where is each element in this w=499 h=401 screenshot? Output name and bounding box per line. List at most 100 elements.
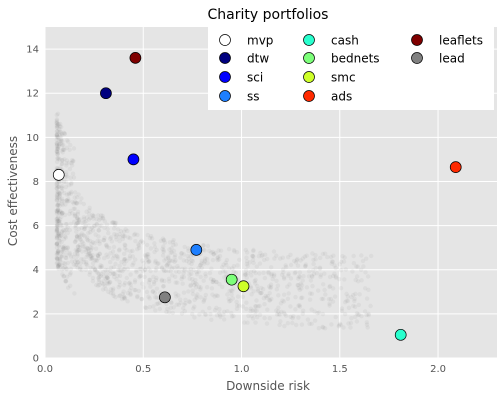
cloud-point: [59, 185, 64, 190]
cloud-point: [245, 320, 250, 325]
cloud-point: [168, 299, 174, 305]
cloud-point: [236, 303, 242, 308]
cloud-point: [57, 133, 63, 138]
cloud-point: [248, 284, 253, 289]
cloud-point: [160, 253, 166, 258]
cloud-point: [54, 216, 59, 221]
cloud-point: [111, 244, 117, 250]
cloud-point: [179, 274, 185, 279]
cloud-point: [281, 299, 287, 304]
cloud-point: [81, 201, 87, 207]
cloud-point: [104, 244, 110, 250]
cloud-point: [298, 281, 303, 286]
cloud-point: [67, 211, 72, 217]
cloud-point: [282, 276, 287, 281]
cloud-point: [364, 256, 369, 261]
cloud-point: [199, 258, 204, 263]
cloud-point: [253, 304, 258, 309]
cloud-point: [138, 273, 143, 278]
cloud-point: [231, 313, 236, 319]
cloud-point: [203, 312, 208, 317]
cloud-point: [275, 283, 281, 288]
cloud-point: [331, 253, 336, 258]
cloud-point: [153, 277, 159, 283]
cloud-point: [68, 283, 73, 288]
cloud-point: [57, 194, 62, 199]
cloud-point: [69, 182, 74, 187]
cloud-point: [205, 256, 210, 262]
cloud-point: [363, 286, 368, 291]
cloud-point: [203, 292, 208, 298]
cloud-point: [80, 220, 85, 225]
cloud-point: [56, 266, 61, 271]
cloud-point: [70, 171, 76, 176]
cloud-point: [186, 246, 191, 251]
cloud-point: [192, 297, 197, 303]
cloud-point: [103, 286, 108, 292]
cloud-point: [201, 243, 206, 248]
cloud-point: [75, 251, 80, 257]
cloud-point: [352, 296, 357, 302]
cloud-point: [128, 292, 133, 297]
cloud-point: [91, 213, 97, 218]
cloud-point: [267, 297, 273, 303]
legend-label-smc: smc: [331, 71, 356, 85]
cloud-point: [348, 325, 353, 330]
cloud-point: [154, 275, 159, 281]
cloud-point: [67, 166, 73, 172]
cloud-point: [316, 326, 321, 331]
cloud-point: [71, 206, 76, 211]
cloud-point: [161, 238, 166, 243]
cloud-point: [60, 247, 66, 252]
cloud-point: [320, 324, 325, 330]
cloud-point: [73, 262, 79, 268]
cloud-point: [209, 286, 215, 291]
cloud-point: [192, 304, 197, 309]
cloud-point: [75, 216, 80, 221]
cloud-point: [333, 265, 338, 271]
legend-marker-cash: [303, 34, 315, 46]
cloud-point: [58, 197, 63, 202]
cloud-point: [58, 121, 63, 127]
cloud-point: [362, 309, 368, 314]
cloud-point: [211, 279, 216, 285]
cloud-point: [54, 227, 60, 232]
cloud-point: [63, 172, 69, 177]
cloud-point: [186, 256, 191, 261]
cloud-point: [106, 289, 111, 295]
cloud-point: [356, 302, 361, 308]
cloud-point: [59, 138, 64, 143]
cloud-point: [352, 298, 357, 304]
cloud-point: [293, 270, 298, 275]
cloud-point: [121, 294, 127, 299]
cloud-point: [234, 299, 239, 305]
cloud-point: [144, 253, 149, 258]
cloud-point: [55, 262, 61, 268]
y-tick-label: 14: [26, 45, 39, 56]
legend-label-cash: cash: [331, 34, 359, 48]
cloud-point: [244, 261, 250, 267]
cloud-point: [67, 250, 72, 256]
cloud-point: [332, 294, 338, 299]
cloud-point: [253, 304, 259, 309]
cloud-point: [230, 288, 235, 294]
cloud-point: [56, 248, 61, 254]
cloud-point: [66, 196, 71, 202]
cloud-point: [140, 258, 145, 263]
cloud-point: [301, 308, 306, 313]
cloud-point: [355, 312, 361, 317]
cloud-point: [288, 262, 294, 268]
cloud-point: [350, 269, 355, 274]
cloud-point: [172, 255, 177, 260]
cloud-point: [199, 261, 204, 266]
cloud-point: [93, 232, 98, 237]
y-tick-label: 4: [33, 265, 39, 276]
cloud-point: [150, 289, 155, 294]
cloud-point: [54, 198, 59, 203]
cloud-point: [97, 241, 102, 246]
cloud-point: [187, 299, 192, 305]
cloud-point: [169, 246, 174, 251]
cloud-point: [182, 266, 188, 271]
cloud-point: [267, 316, 272, 321]
cloud-point: [89, 245, 95, 251]
